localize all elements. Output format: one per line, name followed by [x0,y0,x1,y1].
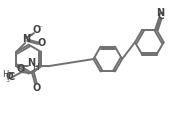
Text: ⁻: ⁻ [39,23,43,32]
Text: N: N [22,34,30,44]
Text: N: N [27,58,35,68]
Text: O: O [17,64,25,74]
Text: O: O [38,38,46,48]
Text: H: H [32,63,38,72]
Text: 3: 3 [6,78,9,83]
Text: +: + [27,33,32,38]
Text: C: C [7,72,15,82]
Text: C: C [157,12,164,21]
Text: N: N [156,8,164,18]
Text: O: O [32,25,41,35]
Text: H: H [2,70,9,79]
Text: O: O [6,72,13,81]
Text: O: O [32,83,40,93]
